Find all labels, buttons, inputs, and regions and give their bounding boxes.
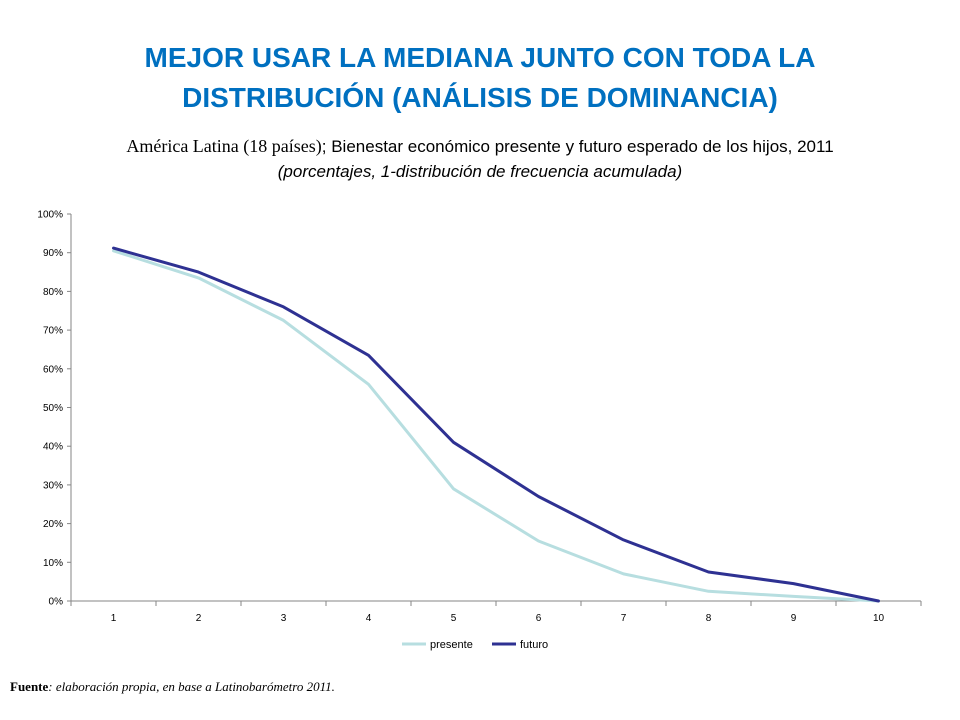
subtitle-line-2: (porcentajes, 1-distribución de frecuenc… [277,162,683,181]
x-tick-label: 8 [706,613,712,624]
y-tick-label: 40% [43,442,63,453]
x-tick-label: 2 [196,613,202,624]
line-chart: 0% 10% 20% 30% 40% 50% 60% 70% 80% 90% 100% 1 2 3 4 5 6 7… [37,210,922,651]
y-tick-label: 30% [43,480,63,491]
series-line-presente [112,249,880,603]
source-note: Fuente: elaboración propia, en base a La… [10,679,335,695]
y-tick-label: 70% [43,326,63,337]
legend-label-futuro: futuro [520,639,548,651]
y-tick-label: 90% [43,248,63,259]
chart-subtitle: América Latina (18 países); Bienestar ec… [20,134,940,184]
slide-title: MEJOR USAR LA MEDIANA JUNTO CON TODA LA … [144,42,816,113]
y-tick-label: 0% [49,597,64,608]
y-tick-label: 10% [43,558,63,569]
y-tick-label: 80% [43,287,63,298]
x-tick-label: 5 [451,613,457,624]
subtitle-description: ; Bienestar económico presente y futuro … [321,137,834,156]
x-tick-label: 7 [621,613,627,624]
x-tick-label: 4 [366,613,372,624]
x-tick-label: 3 [281,613,287,624]
legend-label-presente: presente [430,639,473,651]
x-tick-label: 10 [873,613,885,624]
series-line-futuro [112,246,880,603]
y-tick-label: 100% [37,210,63,221]
source-text: : elaboración propia, en base a Latinoba… [48,679,335,694]
subtitle-line-1: América Latina (18 países); Bienestar ec… [20,134,940,159]
y-tick-label: 60% [43,364,63,375]
source-label: Fuente [10,679,49,694]
subtitle-region: América Latina (18 países) [126,136,322,156]
y-tick-label: 50% [43,403,63,414]
x-tick-label: 9 [791,613,797,624]
x-tick-label: 1 [111,613,117,624]
y-tick-label: 20% [43,519,63,530]
x-tick-label: 6 [536,613,542,624]
